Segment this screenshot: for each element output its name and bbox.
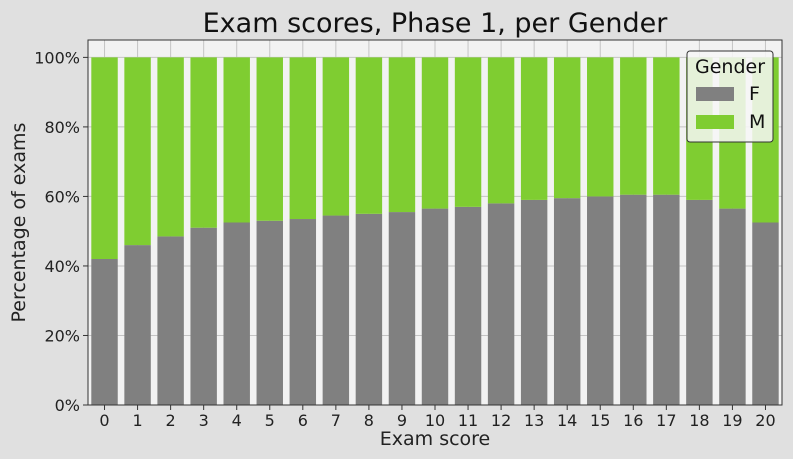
x-tick-label: 11 <box>458 411 478 430</box>
bar-F-16 <box>620 194 647 405</box>
legend-label-F: F <box>749 83 760 105</box>
bars <box>91 57 779 405</box>
x-tick-label: 17 <box>656 411 676 430</box>
x-tick-label: 8 <box>364 411 374 430</box>
y-tick-label: 20% <box>44 326 80 345</box>
x-tick-label: 20 <box>755 411 775 430</box>
y-tick-label: 40% <box>44 257 80 276</box>
x-tick-label: 7 <box>331 411 341 430</box>
ticks: 0 1 2 3 4 5 6 7 8 9 10 11 12 13 14 15 16 17 18 19 200%20%40%… <box>34 48 775 430</box>
x-axis-title: Exam score <box>380 428 491 450</box>
y-tick-label: 60% <box>44 187 80 206</box>
bar-M-0 <box>91 57 118 259</box>
bar-M-16 <box>620 57 647 195</box>
bar-F-9 <box>388 212 416 405</box>
y-tick-label: 80% <box>44 118 80 137</box>
legend-swatch-M <box>696 115 734 129</box>
bar-M-13 <box>520 57 548 200</box>
x-tick-label: 18 <box>689 411 709 430</box>
bar-F-11 <box>454 206 482 405</box>
bar-F-0 <box>91 259 118 405</box>
x-tick-label: 6 <box>298 411 308 430</box>
x-tick-label: 9 <box>397 411 407 430</box>
bar-M-8 <box>355 57 383 214</box>
legend: Gender FM <box>686 50 774 143</box>
x-tick-label: 3 <box>199 411 209 430</box>
y-tick-label: 0% <box>55 396 80 415</box>
bar-M-17 <box>653 57 680 195</box>
x-tick-label: 4 <box>232 411 242 430</box>
bar-M-15 <box>587 57 614 197</box>
bar-F-18 <box>686 199 713 405</box>
bar-F-8 <box>355 213 383 405</box>
bar-F-6 <box>289 219 317 405</box>
bar-M-14 <box>553 57 581 199</box>
bar-F-7 <box>322 215 350 405</box>
y-axis-title: Percentage of exams <box>8 123 30 323</box>
bar-M-3 <box>190 57 217 228</box>
bar-M-1 <box>124 57 151 246</box>
chart-title: Exam scores, Phase 1, per Gender <box>203 8 669 39</box>
x-tick-label: 2 <box>166 411 176 430</box>
legend-label-M: M <box>749 111 765 133</box>
bar-M-10 <box>421 57 449 209</box>
bar-F-19 <box>719 208 746 405</box>
bar-F-4 <box>223 222 250 405</box>
bar-M-11 <box>454 57 482 207</box>
bar-F-3 <box>190 227 217 405</box>
legend-title: Gender <box>695 56 765 78</box>
x-tick-label: 13 <box>524 411 544 430</box>
bar-F-10 <box>421 208 449 405</box>
x-tick-label: 10 <box>425 411 445 430</box>
x-tick-label: 15 <box>590 411 610 430</box>
bar-M-5 <box>256 57 283 221</box>
legend-swatch-F <box>696 87 734 101</box>
bar-F-20 <box>752 222 779 405</box>
legend-items: FM <box>696 83 765 133</box>
bar-M-2 <box>157 57 184 237</box>
x-tick-label: 16 <box>623 411 643 430</box>
bar-M-9 <box>388 57 416 213</box>
x-tick-label: 19 <box>722 411 742 430</box>
x-tick-label: 14 <box>557 411 577 430</box>
bar-M-7 <box>322 57 350 216</box>
x-tick-label: 0 <box>99 411 109 430</box>
bar-F-12 <box>487 203 515 405</box>
bar-F-17 <box>653 194 680 405</box>
bar-M-6 <box>289 57 317 220</box>
y-tick-label: 100% <box>34 48 80 67</box>
bar-F-1 <box>124 245 151 405</box>
x-tick-label: 1 <box>132 411 142 430</box>
bar-F-5 <box>256 220 283 405</box>
bar-M-12 <box>487 57 515 204</box>
bar-F-13 <box>520 199 548 405</box>
bar-F-2 <box>157 236 184 405</box>
bar-M-4 <box>223 57 250 223</box>
bar-F-15 <box>587 196 614 405</box>
bar-F-14 <box>553 198 581 405</box>
x-tick-label: 5 <box>265 411 275 430</box>
x-tick-label: 12 <box>491 411 511 430</box>
